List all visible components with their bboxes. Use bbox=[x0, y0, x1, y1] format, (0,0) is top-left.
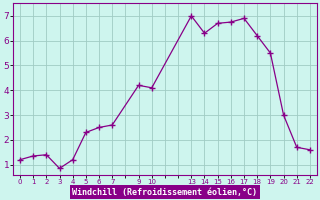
X-axis label: Windchill (Refroidissement éolien,°C): Windchill (Refroidissement éolien,°C) bbox=[72, 188, 258, 197]
